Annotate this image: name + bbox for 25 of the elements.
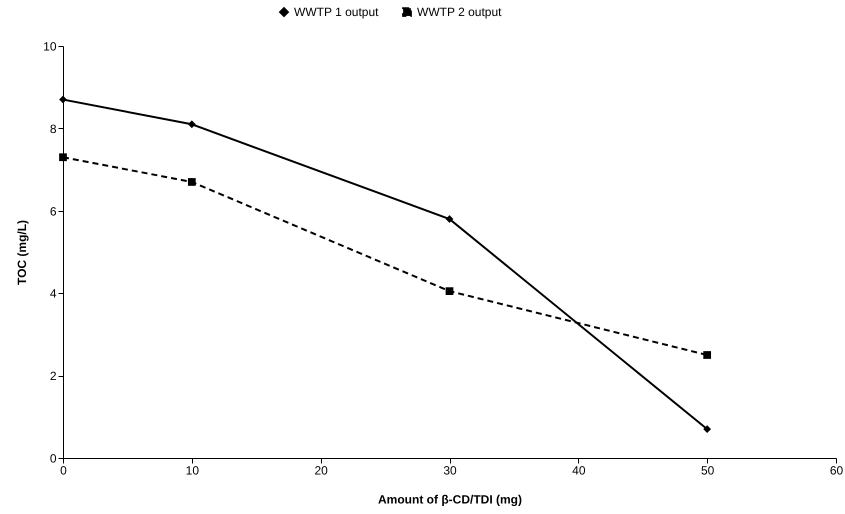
x-tick-label: 20 <box>314 464 328 478</box>
point <box>446 287 454 296</box>
x-tick-label: 40 <box>572 464 586 478</box>
point <box>703 351 712 359</box>
y-tick-label: 4 <box>50 286 57 301</box>
point <box>446 215 454 223</box>
x-tick-label: 30 <box>443 464 457 478</box>
y-tick-label: 0 <box>50 452 57 466</box>
x-tick-label: 10 <box>186 464 200 478</box>
point <box>59 153 67 162</box>
y-axis-title: TOC (mg/L) <box>15 220 30 286</box>
legend-label: WWTP 1 output <box>294 5 380 20</box>
point <box>59 96 67 104</box>
point <box>703 425 712 434</box>
point <box>188 178 196 186</box>
legend-label: WWTP 2 output <box>417 5 502 20</box>
y-tick-label: 6 <box>50 204 57 218</box>
y-tick-label: 10 <box>43 40 57 54</box>
y-tick-label: 2 <box>50 369 57 384</box>
x-tick-label: 50 <box>700 464 715 478</box>
x-tick-label: 60 <box>830 464 844 478</box>
x-axis-title: Amount of β-CD/TDI (mg) <box>378 492 522 506</box>
point <box>188 120 196 128</box>
x-tick-label: 0 <box>60 464 68 478</box>
y-tick-label: 8 <box>50 122 57 136</box>
